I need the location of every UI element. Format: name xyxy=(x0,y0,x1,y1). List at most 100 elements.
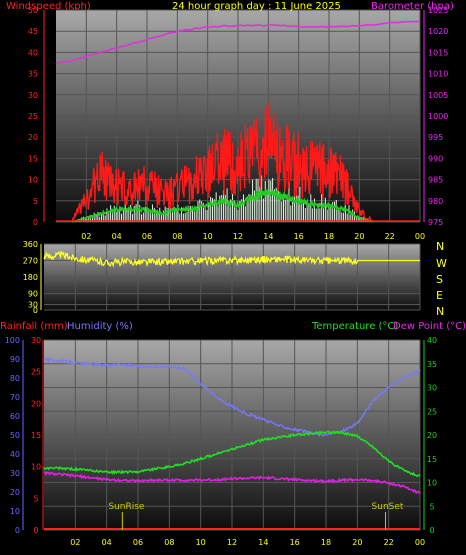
humidity-tick-label: 80 xyxy=(10,374,20,383)
temperature-tick-label: 15 xyxy=(427,455,437,464)
wind-hour-tick-label: 10 xyxy=(203,232,213,241)
wind-hour-tick-label: 14 xyxy=(263,232,273,241)
humidity-tick-label: 40 xyxy=(10,450,20,459)
wind-direction-line xyxy=(43,250,420,268)
temp-hour-tick-label: 22 xyxy=(384,538,394,547)
temp-hour-tick-label: 08 xyxy=(164,538,174,547)
wind-gust-line xyxy=(71,102,374,223)
temperature-tick-label: 25 xyxy=(427,407,437,416)
humidity-tick-label: 60 xyxy=(10,412,20,421)
compass-label-n-top: N xyxy=(436,240,444,253)
temp-hour-tick-label: 02 xyxy=(70,538,80,547)
wind-hour-tick-label: 02 xyxy=(81,232,91,241)
rainfall-axis-title: Rainfall (mm) xyxy=(0,321,68,332)
barometer-tick-label: 1020 xyxy=(428,27,448,36)
rainfall-tick-label: 0 xyxy=(33,526,38,535)
windspeed-tick-label: 50 xyxy=(28,6,38,15)
windspeed-axis-title: Windspeed (kph) xyxy=(6,1,91,12)
temp-hour-tick-label: 06 xyxy=(133,538,143,547)
rainfall-tick-label: 20 xyxy=(31,399,41,408)
compass-label-w: W xyxy=(436,257,447,270)
temperature-tick-label: 20 xyxy=(427,431,437,440)
temp-hour-tick-label: 12 xyxy=(227,538,237,547)
wind-hour-tick-label: 06 xyxy=(142,232,152,241)
temperature-axis-title: Temperature (°C) xyxy=(311,321,398,332)
barometer-axis-title: Barometer (hpa) xyxy=(371,1,454,12)
direction-tick-label: 0 xyxy=(33,306,38,315)
temperature-tick-label: 10 xyxy=(427,479,437,488)
windspeed-tick-label: 40 xyxy=(28,48,38,57)
wind-hour-tick-label: 20 xyxy=(354,232,364,241)
barometer-line xyxy=(55,20,421,65)
wind-hour-tick-label: 12 xyxy=(233,232,243,241)
temp-hour-tick-label: 18 xyxy=(321,538,331,547)
windspeed-tick-label: 25 xyxy=(28,112,38,121)
temperature-tick-label: 35 xyxy=(427,360,437,369)
temp-hour-tick-label: 00 xyxy=(415,538,425,547)
wind-hour-tick-label: 22 xyxy=(385,232,395,241)
humidity-tick-label: 100 xyxy=(5,336,20,345)
rainfall-tick-label: 15 xyxy=(31,431,41,440)
sunset-label: SunSet xyxy=(372,502,404,512)
humidity-tick-label: 10 xyxy=(10,507,20,516)
sunrise-label: SunRise xyxy=(108,502,145,512)
wind-average-line xyxy=(71,188,374,223)
compass-label-n-bottom: N xyxy=(436,305,444,318)
humidity-tick-label: 50 xyxy=(10,431,20,440)
rainfall-tick-label: 10 xyxy=(31,463,41,472)
temp-hour-tick-label: 10 xyxy=(196,538,206,547)
compass-label-s: S xyxy=(436,273,443,286)
humidity-tick-label: 20 xyxy=(10,488,20,497)
barometer-tick-label: 995 xyxy=(428,133,443,142)
humidity-tick-label: 0 xyxy=(15,526,20,535)
chart-title: 24 hour graph day : 11 June 2025 xyxy=(172,1,341,12)
direction-tick-label: 180 xyxy=(23,273,38,282)
direction-tick-label: 360 xyxy=(23,240,38,249)
direction-tick-label: 90 xyxy=(28,290,38,299)
temp-hour-tick-label: 16 xyxy=(290,538,300,547)
barometer-tick-label: 1005 xyxy=(428,91,448,100)
humidity-axis-title: Humidity (%) xyxy=(67,321,133,332)
humidity-line xyxy=(43,356,421,438)
temperature-tick-label: 40 xyxy=(427,336,437,345)
barometer-tick-label: 990 xyxy=(428,154,443,163)
wind-hour-tick-label: 00 xyxy=(415,232,425,241)
wind-hour-tick-label: 18 xyxy=(324,232,334,241)
barometer-tick-label: 1010 xyxy=(428,70,448,79)
windspeed-tick-label: 5 xyxy=(33,197,38,206)
temperature-tick-label: 30 xyxy=(427,384,437,393)
temperature-tick-label: 0 xyxy=(429,526,434,535)
windspeed-tick-label: 15 xyxy=(28,154,38,163)
wind-hour-tick-label: 16 xyxy=(294,232,304,241)
humidity-tick-label: 70 xyxy=(10,393,20,402)
direction-tick-label: 270 xyxy=(23,257,38,266)
barometer-tick-label: 1025 xyxy=(428,6,448,15)
wind-hour-tick-label: 04 xyxy=(112,232,122,241)
wind-hour-tick-label: 08 xyxy=(172,232,182,241)
temp-hour-tick-label: 20 xyxy=(352,538,362,547)
windspeed-tick-label: 10 xyxy=(28,176,38,185)
barometer-tick-label: 975 xyxy=(428,218,443,227)
compass-label-e: E xyxy=(436,289,443,302)
barometer-tick-label: 1015 xyxy=(428,48,448,57)
barometer-tick-label: 1000 xyxy=(428,112,448,121)
rainfall-tick-label: 30 xyxy=(31,336,41,345)
temp-hour-tick-label: 04 xyxy=(102,538,112,547)
temperature-tick-label: 5 xyxy=(429,502,434,511)
humidity-tick-label: 90 xyxy=(10,355,20,364)
dewpoint-axis-title: Dew Point (°C) xyxy=(393,321,466,332)
windspeed-tick-label: 0 xyxy=(33,218,38,227)
humidity-tick-label: 30 xyxy=(10,469,20,478)
dewpoint-line xyxy=(43,471,421,495)
windspeed-tick-label: 20 xyxy=(28,133,38,142)
windspeed-tick-label: 30 xyxy=(28,91,38,100)
windspeed-tick-label: 35 xyxy=(28,70,38,79)
barometer-tick-label: 985 xyxy=(428,176,443,185)
rainfall-tick-label: 5 xyxy=(33,494,38,503)
temp-hour-tick-label: 14 xyxy=(258,538,268,547)
direction-tick-label: 30 xyxy=(28,301,38,310)
barometer-tick-label: 980 xyxy=(428,197,443,206)
windspeed-tick-label: 45 xyxy=(28,27,38,36)
